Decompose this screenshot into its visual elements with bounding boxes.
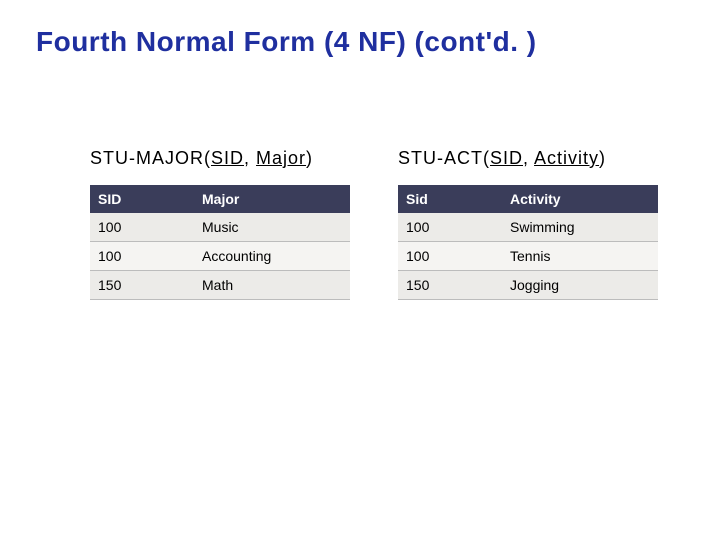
col-header-major: Major: [194, 185, 350, 213]
cell-major: Music: [194, 213, 350, 242]
cell-sid: 100: [90, 213, 194, 242]
cell-activity: Jogging: [502, 271, 658, 300]
caption-sep: ,: [244, 148, 256, 168]
caption-sep: ,: [523, 148, 534, 168]
caption-key1: SID: [211, 148, 244, 168]
table-row: 150 Jogging: [398, 271, 658, 300]
cell-sid: 150: [90, 271, 194, 300]
table-row: 100 Tennis: [398, 242, 658, 271]
cell-sid: 100: [90, 242, 194, 271]
table-row: 100 Accounting: [90, 242, 350, 271]
stu-major-block: STU-MAJOR(SID, Major) SID Major 100 Musi…: [90, 148, 350, 300]
stu-major-caption: STU-MAJOR(SID, Major): [90, 148, 350, 169]
cell-activity: Tennis: [502, 242, 658, 271]
table-row: 100 Music: [90, 213, 350, 242]
caption-key2: Activity: [534, 148, 599, 168]
caption-key1: SID: [490, 148, 523, 168]
col-header-sid: SID: [90, 185, 194, 213]
caption-key2: Major: [256, 148, 306, 168]
table-header-row: SID Major: [90, 185, 350, 213]
stu-act-block: STU-ACT(SID, Activity) Sid Activity 100 …: [398, 148, 658, 300]
cell-sid: 150: [398, 271, 502, 300]
tables-container: STU-MAJOR(SID, Major) SID Major 100 Musi…: [90, 148, 690, 300]
stu-act-table: Sid Activity 100 Swimming 100 Tennis 150…: [398, 185, 658, 300]
cell-activity: Swimming: [502, 213, 658, 242]
cell-major: Accounting: [194, 242, 350, 271]
slide-title: Fourth Normal Form (4 NF) (cont'd. ): [36, 26, 690, 58]
caption-suffix: ): [306, 148, 313, 168]
cell-major: Math: [194, 271, 350, 300]
slide: Fourth Normal Form (4 NF) (cont'd. ) STU…: [0, 0, 720, 540]
table-row: 100 Swimming: [398, 213, 658, 242]
stu-act-caption: STU-ACT(SID, Activity): [398, 148, 658, 169]
table-header-row: Sid Activity: [398, 185, 658, 213]
stu-major-table: SID Major 100 Music 100 Accounting 150 M…: [90, 185, 350, 300]
cell-sid: 100: [398, 242, 502, 271]
col-header-sid: Sid: [398, 185, 502, 213]
caption-suffix: ): [599, 148, 606, 168]
caption-text: STU-MAJOR(: [90, 148, 211, 168]
col-header-activity: Activity: [502, 185, 658, 213]
cell-sid: 100: [398, 213, 502, 242]
caption-text: STU-ACT(: [398, 148, 490, 168]
table-row: 150 Math: [90, 271, 350, 300]
